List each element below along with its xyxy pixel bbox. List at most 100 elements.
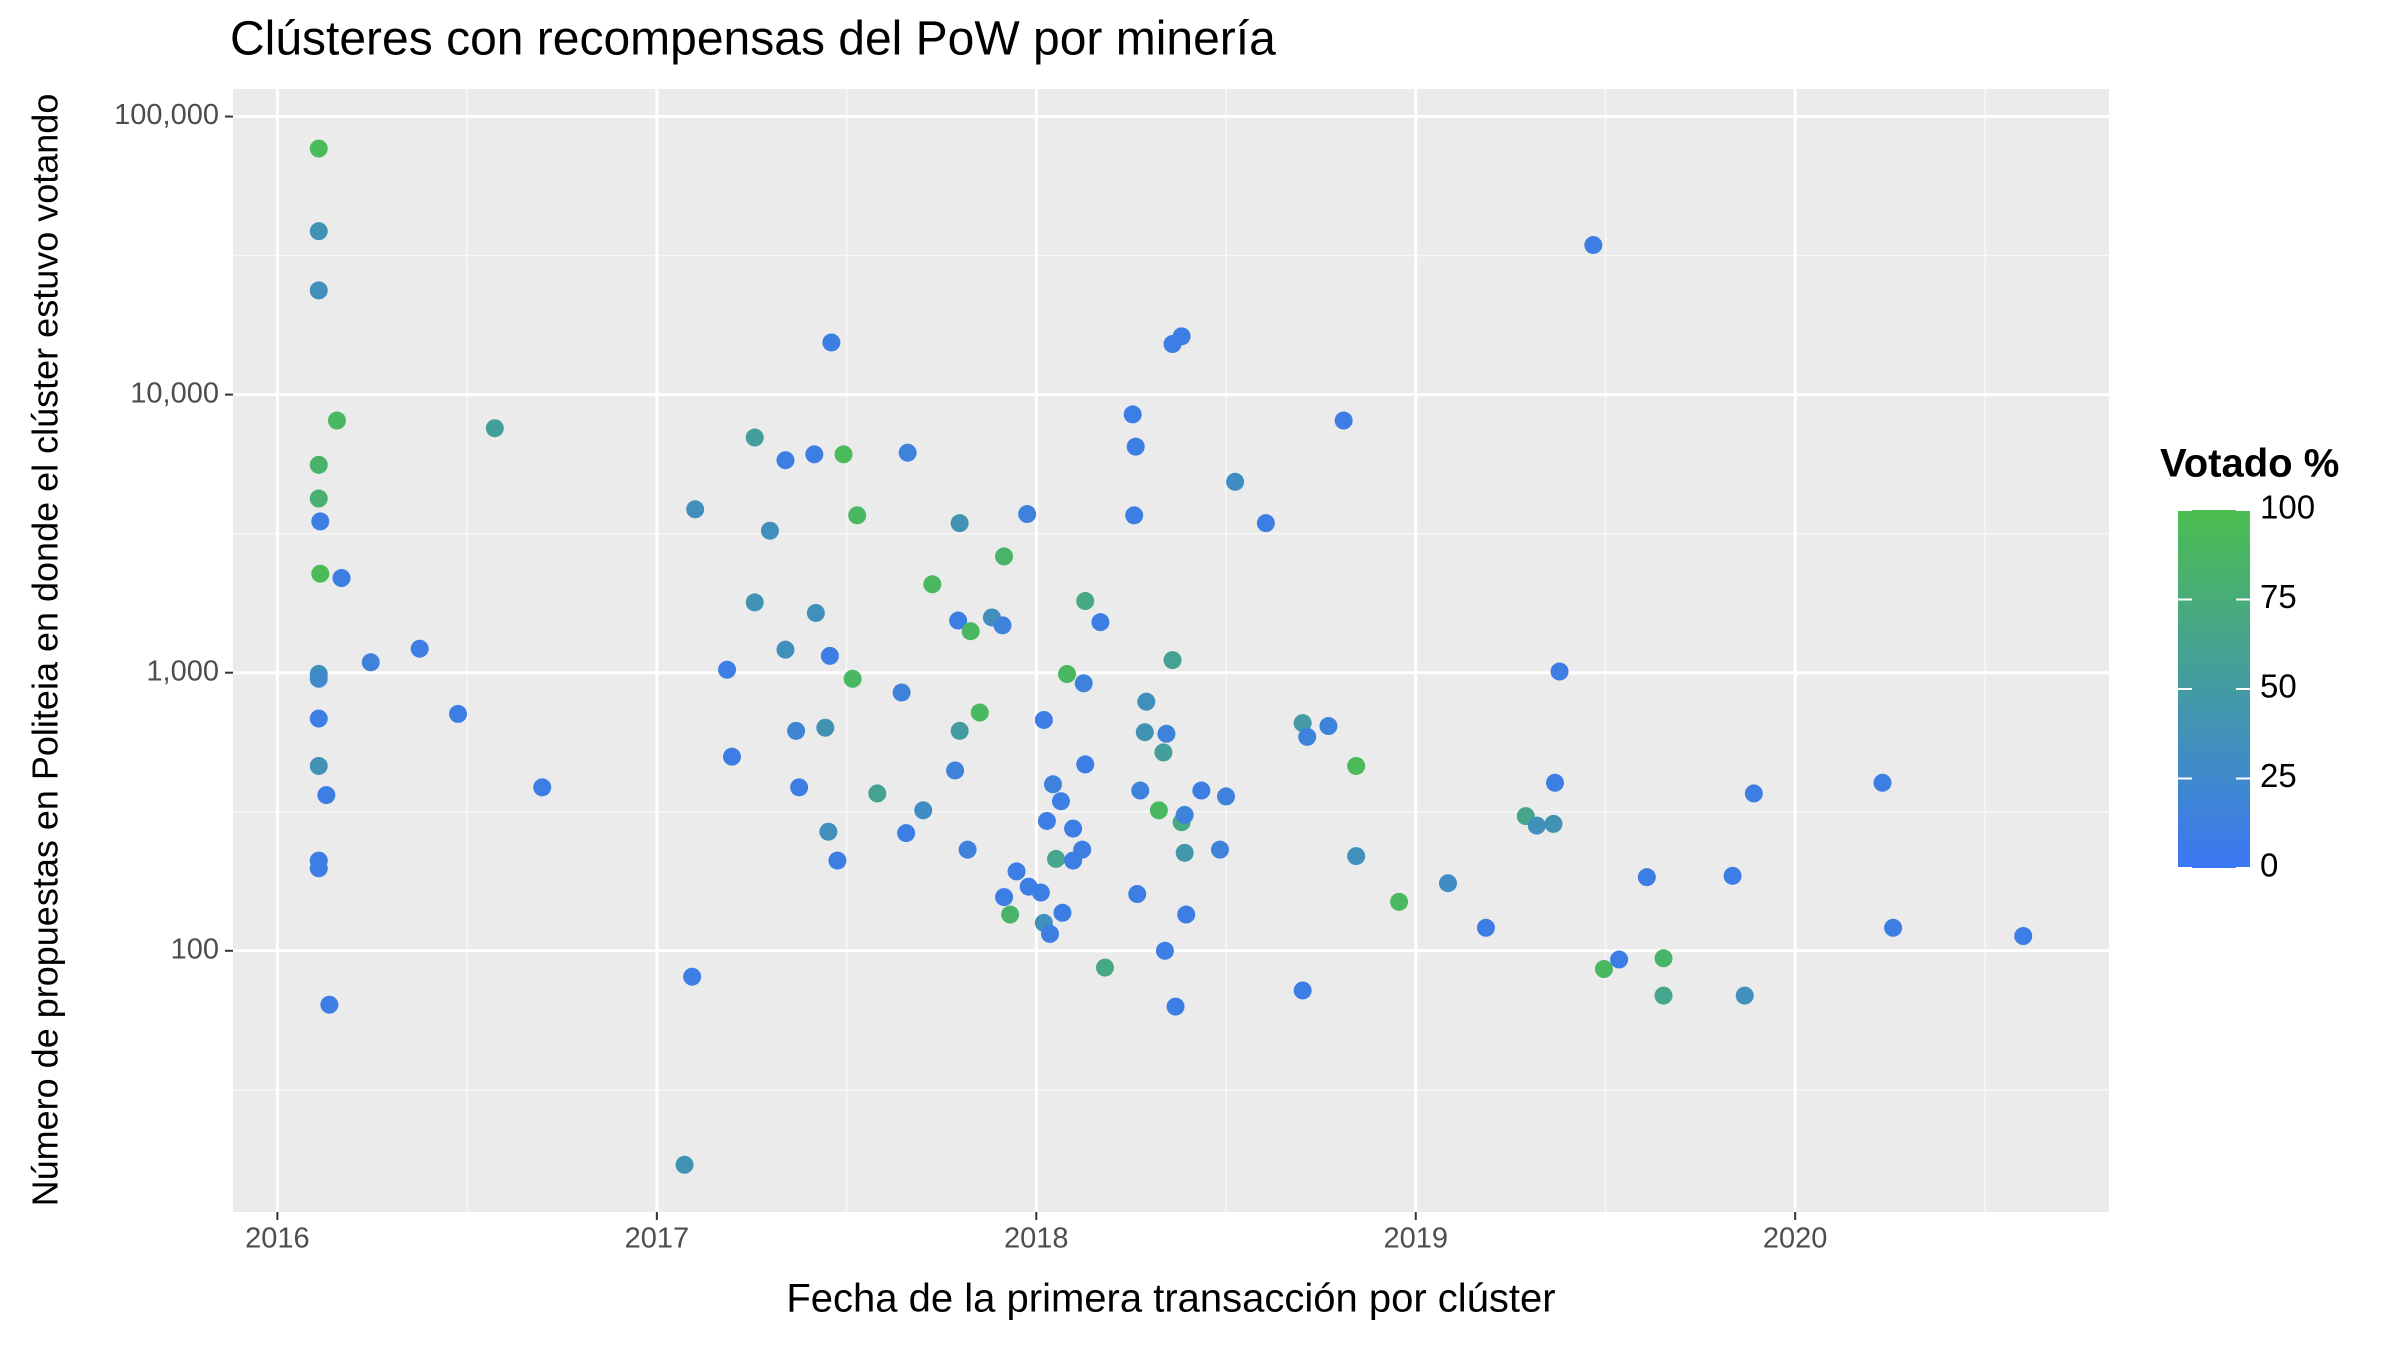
point [1058,665,1077,684]
point [834,445,853,464]
chart-title: Clústeres con recompensas del PoW por mi… [230,13,1276,66]
point [848,506,867,525]
point [1172,327,1191,346]
point [675,1155,694,1174]
point [1053,903,1072,922]
point [1131,781,1150,800]
point [1610,950,1629,969]
point [533,778,552,797]
point [1074,674,1093,693]
point [309,756,328,775]
point [449,704,468,723]
point [1154,743,1173,762]
point [327,411,346,430]
point [1226,472,1245,491]
point [1157,724,1176,743]
point [1137,692,1156,711]
point [485,419,504,438]
point [311,564,330,583]
point [1076,755,1095,774]
point [1217,787,1236,806]
point [1192,781,1211,800]
colorbar-label: 75 [2260,578,2297,615]
x-tick-label: 2017 [625,1223,690,1255]
point [1654,949,1673,968]
point [1051,792,1070,811]
point [309,489,328,508]
point [1347,756,1366,775]
y-tick-label: 10,000 [130,377,219,409]
point [1163,651,1182,670]
point [317,786,336,805]
point [309,222,328,241]
point [332,569,351,588]
point [1210,840,1229,859]
point [828,851,847,870]
point [1135,723,1154,742]
point [311,512,330,531]
point [776,640,795,659]
point [745,428,764,447]
point [776,451,795,470]
point [790,778,809,797]
colorbar-label: 0 [2260,847,2278,884]
point [914,801,933,820]
point [309,709,328,728]
point [1095,958,1114,977]
point [806,603,825,622]
point [950,514,969,533]
point [309,139,328,158]
point [1040,924,1059,943]
legend-title: Votado % [2160,442,2339,486]
point [995,888,1014,907]
point [718,660,737,679]
point [1347,847,1366,866]
point [1149,801,1168,820]
point [805,445,824,464]
colorbar-label: 25 [2260,757,2297,794]
point [309,859,328,878]
point [410,639,429,658]
point [946,761,965,780]
x-tick-label: 2016 [245,1223,310,1255]
point [1723,866,1742,885]
point [1527,816,1546,835]
point [1073,840,1092,859]
point [686,500,705,519]
colorbar-label: 100 [2260,489,2315,526]
point [958,840,977,859]
point [993,616,1012,635]
point [1031,883,1050,902]
x-tick-label: 2018 [1004,1223,1069,1255]
point [745,593,764,612]
point [1047,849,1066,868]
point [722,747,741,766]
point [1018,505,1037,524]
point [1126,437,1145,456]
point [1123,405,1142,424]
point [1256,514,1275,533]
y-tick-label: 100 [171,933,219,965]
point [820,646,839,665]
point [683,967,702,986]
point [1594,960,1613,979]
point [843,669,862,688]
point [816,718,835,737]
point [1744,784,1763,803]
point [1438,874,1457,893]
colorbar-label: 50 [2260,668,2297,705]
plot-panel [233,89,2109,1212]
point [309,281,328,300]
point [819,822,838,841]
point [1735,986,1754,1005]
point [1091,613,1110,632]
x-axis-title: Fecha de la primera transacción por clús… [786,1277,1555,1321]
point [1064,819,1083,838]
point [1125,506,1144,525]
point [787,721,806,740]
point [1128,885,1147,904]
point [2014,927,2033,946]
point [822,333,841,352]
point [309,669,328,688]
point [949,611,968,630]
